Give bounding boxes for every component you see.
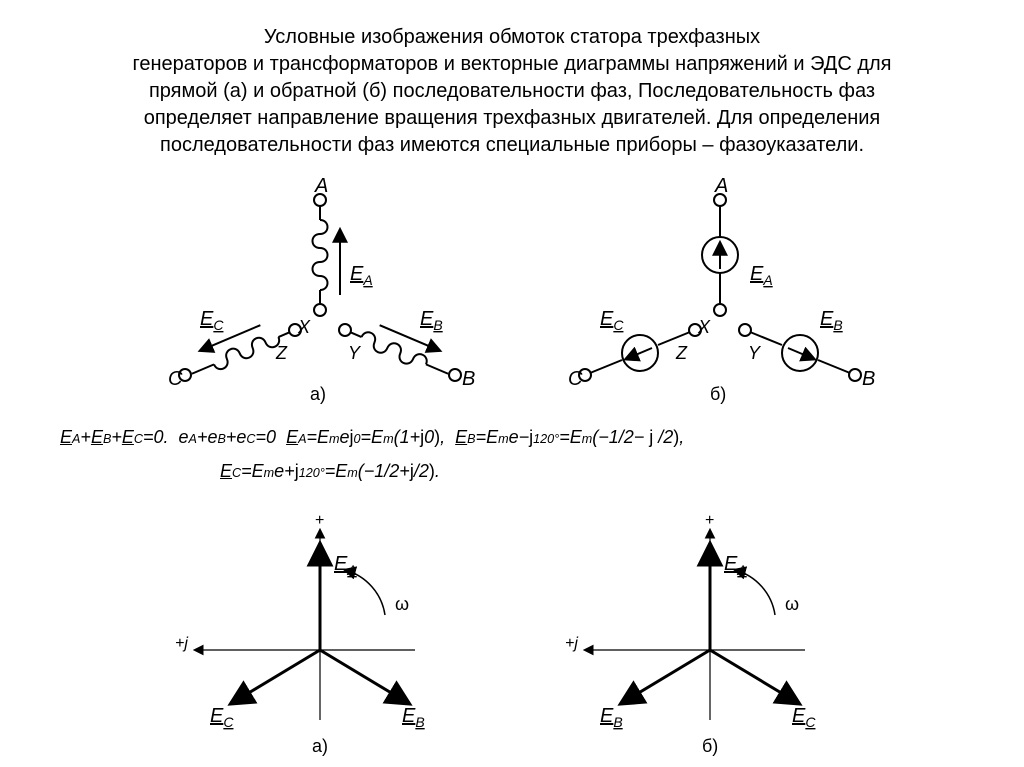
diagram-b: A B C X Y Z EA EB EC б) — [568, 175, 875, 404]
label-EA: EA — [350, 263, 373, 288]
vec-EC-a: EC — [210, 705, 234, 730]
vec-EA-a: EA — [334, 553, 357, 578]
diagram-a: A B C X Y Z EA EB EC а) — [168, 175, 475, 404]
plusj-a: +j — [175, 635, 188, 652]
vector-a: + +j EA EB EC ω а) — [175, 512, 425, 756]
page-title: Условные изображения обмоток статора тре… — [60, 24, 964, 159]
vec-caption-b: б) — [702, 736, 718, 756]
phase-a-source — [702, 194, 738, 316]
eq-line-1: EA+EB+EC=0. eA+eB+eC=0 EA=Emej0=Em(1+j0)… — [60, 420, 984, 454]
plusj-b: +j — [565, 635, 578, 652]
title-line-3: прямой (а) и обратной (б) последовательн… — [149, 80, 875, 102]
label-Y: Y — [348, 343, 362, 363]
label-EA2: EA — [750, 263, 773, 288]
label-X2: X — [697, 317, 711, 337]
label-B: B — [462, 368, 475, 390]
title-line-1: Условные изображения обмоток статора тре… — [264, 26, 760, 48]
phase-a-coil — [313, 194, 341, 316]
label-EC: EC — [200, 308, 224, 333]
label-Y2: Y — [748, 343, 762, 363]
label-X: X — [297, 317, 311, 337]
vec-caption-a: а) — [312, 736, 328, 756]
label-Z: Z — [275, 343, 288, 363]
plus-a: + — [315, 512, 324, 529]
vec-EA-b: EA — [724, 553, 747, 578]
winding-diagrams: A B C X Y Z EA EB EC а) — [0, 175, 1024, 405]
omega-a: ω — [395, 594, 409, 614]
label-EB2: EB — [820, 308, 843, 333]
label-A2: A — [714, 175, 728, 197]
plus-b: + — [705, 512, 714, 529]
vector-diagrams: + +j EA EB EC ω а) + +j EA EB EC ω б) — [0, 500, 1024, 760]
eq-line-2: EC=Eme+j120°=Em(−1/2+j/2). — [60, 454, 984, 488]
title-line-5: последовательности фаз имеются специальн… — [160, 134, 864, 156]
label-EB: EB — [420, 308, 443, 333]
omega-b: ω — [785, 594, 799, 614]
vec-EB-b: EB — [600, 705, 623, 730]
label-A: A — [314, 175, 328, 197]
label-EC2: EC — [600, 308, 624, 333]
title-line-2: генераторов и трансформаторов и векторны… — [132, 53, 891, 75]
caption-a: а) — [310, 384, 326, 404]
label-Z2: Z — [675, 343, 688, 363]
caption-b: б) — [710, 384, 726, 404]
label-C2: C — [568, 368, 583, 390]
title-line-4: определяет направление вращения трехфазн… — [144, 107, 881, 129]
label-C: C — [168, 368, 183, 390]
equations: EA+EB+EC=0. eA+eB+eC=0 EA=Emej0=Em(1+j0)… — [60, 420, 984, 488]
vec-EC-b: EC — [792, 705, 816, 730]
label-B2: B — [862, 368, 875, 390]
vector-b: + +j EA EB EC ω б) — [565, 512, 816, 756]
vec-EB-a: EB — [402, 705, 425, 730]
